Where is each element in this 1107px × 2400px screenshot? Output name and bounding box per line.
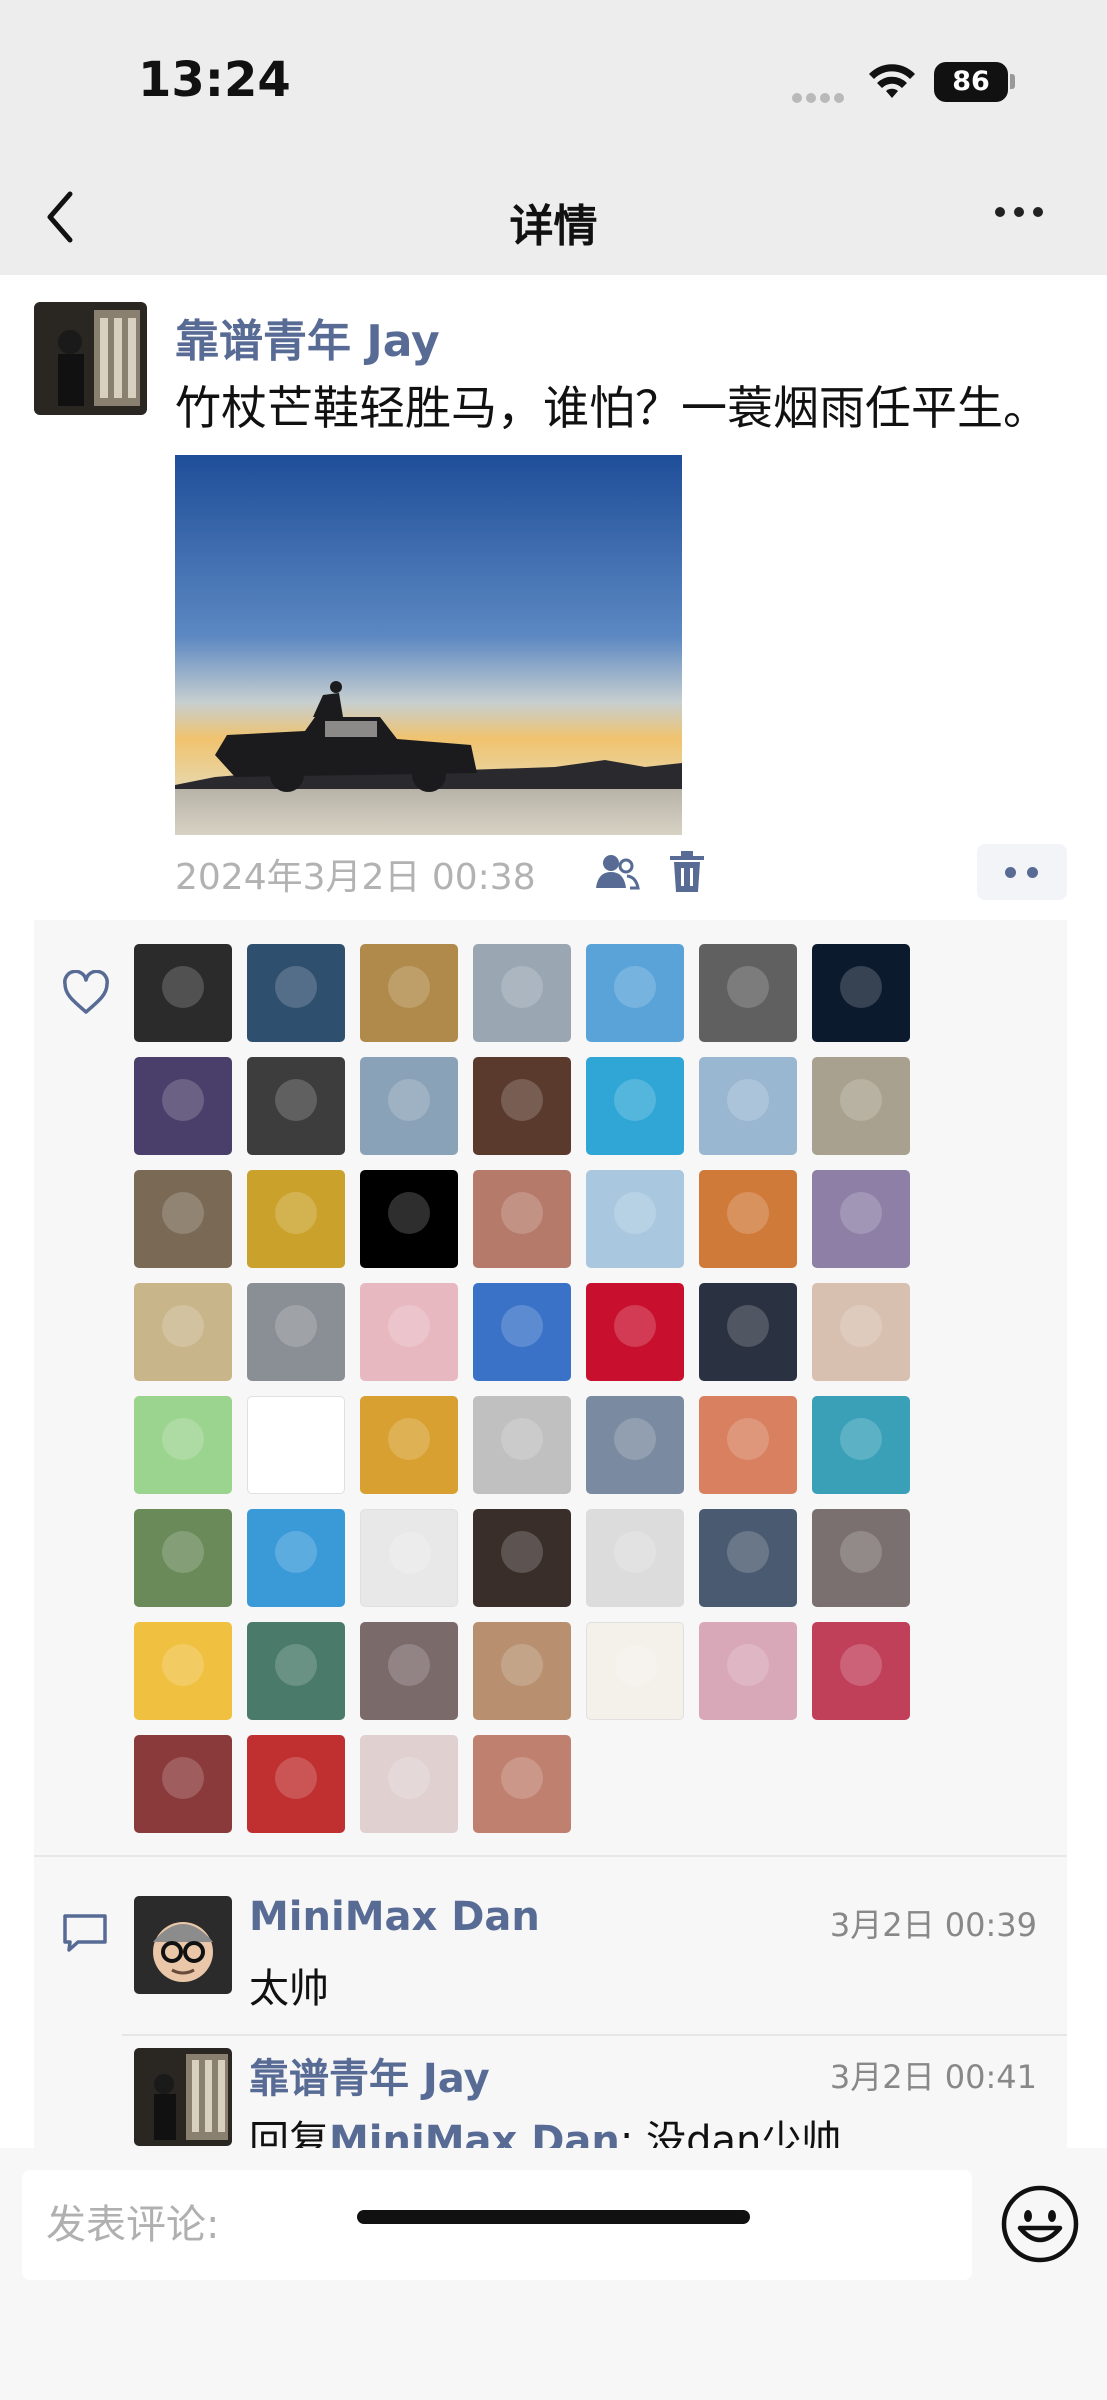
liker-avatar[interactable] xyxy=(699,1509,797,1607)
liker-avatar[interactable] xyxy=(134,944,232,1042)
liker-avatar[interactable] xyxy=(247,1170,345,1268)
post-timestamp: 2024年3月2日 00:38 xyxy=(175,857,536,898)
comment-input[interactable] xyxy=(22,2170,972,2280)
liker-avatar[interactable] xyxy=(360,1735,458,1833)
liker-avatar[interactable] xyxy=(473,1283,571,1381)
liker-avatar[interactable] xyxy=(586,944,684,1042)
liker-avatar[interactable] xyxy=(247,944,345,1042)
liker-avatar[interactable] xyxy=(360,1283,458,1381)
comment-divider xyxy=(122,2034,1067,2036)
liker-avatar[interactable] xyxy=(247,1735,345,1833)
status-time: 13:24 xyxy=(138,52,291,108)
liker-avatar[interactable] xyxy=(134,1509,232,1607)
liker-avatar[interactable] xyxy=(473,944,571,1042)
liker-avatar[interactable] xyxy=(134,1622,232,1720)
post-author-avatar[interactable] xyxy=(34,302,147,415)
like-comment-menu-button[interactable] xyxy=(977,844,1067,900)
liker-avatar[interactable] xyxy=(812,1057,910,1155)
liker-avatar[interactable] xyxy=(473,1170,571,1268)
liker-avatar[interactable] xyxy=(247,1509,345,1607)
comment-input-bar xyxy=(0,2148,1107,2400)
liker-avatar[interactable] xyxy=(699,1170,797,1268)
nav-bar: 详情 xyxy=(0,160,1107,275)
comment-time: 3月2日 00:41 xyxy=(829,2058,1037,2096)
status-bar: 13:24 86 xyxy=(0,0,1107,160)
liker-avatar[interactable] xyxy=(586,1396,684,1494)
liker-avatar[interactable] xyxy=(360,1396,458,1494)
liker-avatar[interactable] xyxy=(586,1057,684,1155)
liker-avatar[interactable] xyxy=(247,1396,345,1494)
liker-avatar[interactable] xyxy=(699,1057,797,1155)
liker-avatar[interactable] xyxy=(812,1170,910,1268)
liker-avatar[interactable] xyxy=(812,944,910,1042)
comment-avatar-jay[interactable] xyxy=(134,2048,232,2146)
comment-icon xyxy=(63,1914,107,1952)
liker-avatar[interactable] xyxy=(586,1283,684,1381)
liker-avatar[interactable] xyxy=(360,944,458,1042)
back-button[interactable] xyxy=(40,182,90,252)
liker-avatar[interactable] xyxy=(473,1735,571,1833)
comment-text[interactable]: 太帅 xyxy=(249,1966,329,2012)
liker-avatar[interactable] xyxy=(360,1057,458,1155)
liker-avatar[interactable] xyxy=(586,1509,684,1607)
wifi-icon xyxy=(869,64,915,98)
liker-avatar[interactable] xyxy=(473,1622,571,1720)
liker-avatar[interactable] xyxy=(134,1283,232,1381)
heart-icon xyxy=(63,970,109,1014)
liker-avatar[interactable] xyxy=(134,1057,232,1155)
comment-author[interactable]: 靠谱青年 Jay xyxy=(249,2056,490,2102)
liker-avatar[interactable] xyxy=(586,1622,684,1720)
liker-avatar[interactable] xyxy=(134,1170,232,1268)
liker-avatar[interactable] xyxy=(812,1283,910,1381)
comment-avatar-minimax-dan[interactable] xyxy=(134,1896,232,1994)
liker-avatar[interactable] xyxy=(247,1622,345,1720)
liker-avatar[interactable] xyxy=(360,1509,458,1607)
comment-author[interactable]: MiniMax Dan xyxy=(249,1894,540,1940)
liker-avatar[interactable] xyxy=(699,1396,797,1494)
page-title: 详情 xyxy=(509,201,598,252)
battery-icon xyxy=(1010,74,1015,89)
panel-divider xyxy=(34,1855,1067,1857)
comment-time: 3月2日 00:39 xyxy=(829,1906,1037,1944)
liker-avatar[interactable] xyxy=(699,944,797,1042)
liker-avatar[interactable] xyxy=(699,1283,797,1381)
emoji-icon[interactable] xyxy=(1000,2184,1080,2264)
post-text: 竹杖芒鞋轻胜马，谁怕？一蓑烟雨任平生。 xyxy=(175,381,1049,435)
liker-avatar[interactable] xyxy=(134,1735,232,1833)
liker-avatar[interactable] xyxy=(247,1283,345,1381)
liker-avatar[interactable] xyxy=(473,1509,571,1607)
liker-avatar[interactable] xyxy=(247,1057,345,1155)
liker-avatar[interactable] xyxy=(360,1622,458,1720)
liker-avatar[interactable] xyxy=(586,1170,684,1268)
cellular-signal-icon xyxy=(792,88,848,107)
liker-avatar[interactable] xyxy=(134,1396,232,1494)
home-indicator xyxy=(357,2210,750,2224)
liker-avatar[interactable] xyxy=(473,1057,571,1155)
visibility-group-icon[interactable] xyxy=(594,852,640,892)
more-options-button[interactable] xyxy=(995,202,1055,232)
battery-level: 86 xyxy=(934,62,1008,102)
interaction-panel: MiniMax Dan 3月2日 00:39 太帅 靠谱青年 Jay 3月2日 … xyxy=(34,920,1067,2164)
liker-avatar[interactable] xyxy=(812,1622,910,1720)
liker-avatar[interactable] xyxy=(812,1396,910,1494)
delete-icon[interactable] xyxy=(668,850,706,894)
liker-avatar[interactable] xyxy=(473,1396,571,1494)
post-photo[interactable] xyxy=(175,455,682,835)
liker-avatar[interactable] xyxy=(699,1622,797,1720)
liker-avatar[interactable] xyxy=(360,1170,458,1268)
post-author-name[interactable]: 靠谱青年 Jay xyxy=(175,316,440,367)
liker-avatar[interactable] xyxy=(812,1509,910,1607)
